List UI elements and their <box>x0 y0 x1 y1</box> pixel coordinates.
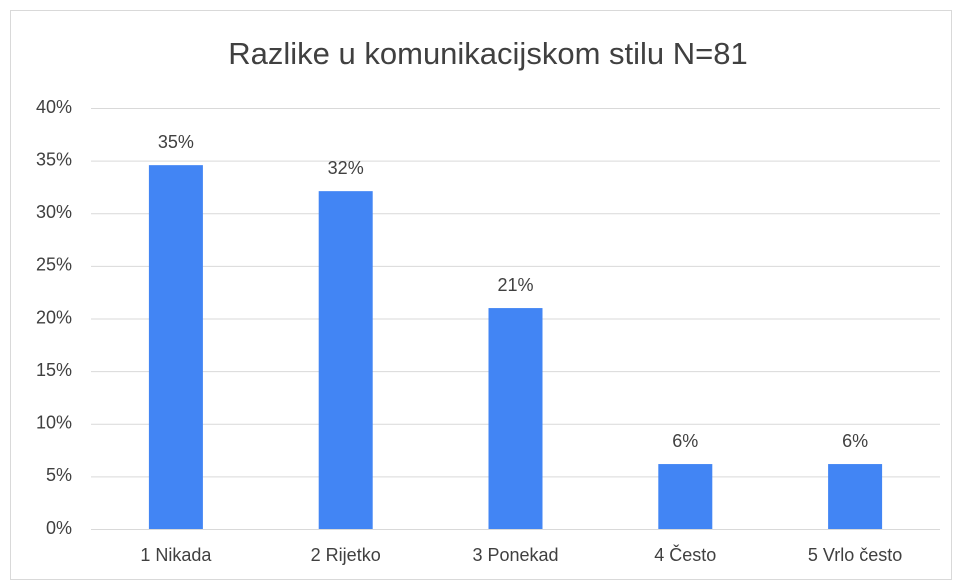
data-label: 32% <box>328 158 364 178</box>
y-tick-label: 30% <box>36 202 72 222</box>
data-label: 6% <box>842 431 868 451</box>
x-tick-label: 5 Vrlo često <box>808 545 902 565</box>
x-tick-label: 4 Često <box>654 544 716 565</box>
data-label: 21% <box>497 275 533 295</box>
x-tick-label: 3 Ponekad <box>472 545 558 565</box>
chart-title: Razlike u komunikacijskom stilu N=81 <box>228 36 747 71</box>
y-tick-label: 5% <box>46 465 72 485</box>
bar <box>318 191 373 529</box>
bar <box>148 165 203 529</box>
y-tick-label: 35% <box>36 149 72 169</box>
bar <box>488 308 543 529</box>
y-tick-label: 20% <box>36 307 72 327</box>
y-tick-label: 15% <box>36 360 72 380</box>
bar <box>658 464 713 529</box>
y-tick-label: 40% <box>36 97 72 117</box>
bar <box>828 464 883 529</box>
x-tick-label: 1 Nikada <box>140 545 212 565</box>
x-tick-label: 2 Rijetko <box>311 545 381 565</box>
y-tick-label: 25% <box>36 255 72 275</box>
y-tick-label: 0% <box>46 518 72 538</box>
data-label: 6% <box>672 431 698 451</box>
y-tick-label: 10% <box>36 413 72 433</box>
data-label: 35% <box>158 132 194 152</box>
